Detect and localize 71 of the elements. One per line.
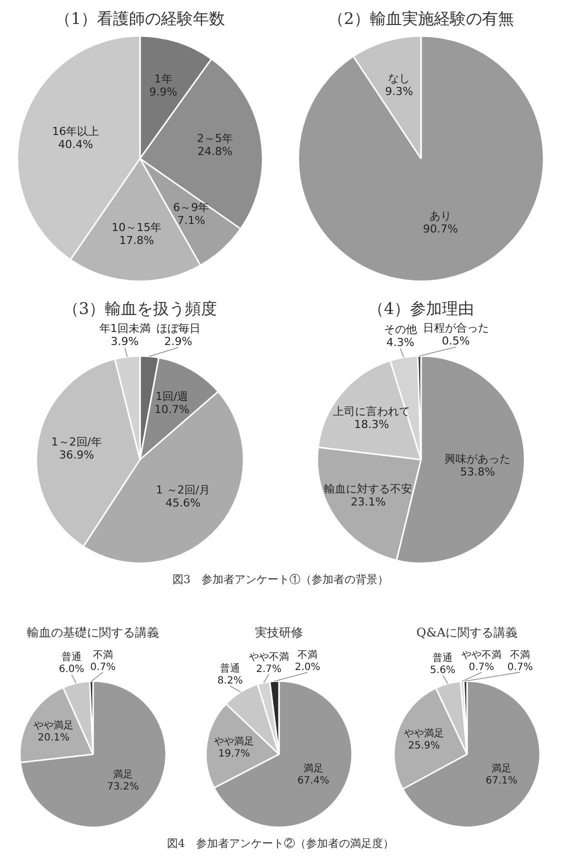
data-label: 36.9% bbox=[59, 448, 94, 462]
slice-label: 1 ～2回/月 bbox=[156, 483, 210, 496]
data-label: 10.7% bbox=[154, 403, 190, 416]
data-label: 0.7% bbox=[507, 662, 533, 673]
data-label: 19.7% bbox=[218, 748, 250, 760]
data-label: 0.7% bbox=[90, 662, 116, 673]
slice-label: 1回/週 bbox=[155, 390, 188, 404]
slice-label: 上司に言われて bbox=[333, 404, 410, 418]
slice-label: 普通 bbox=[220, 662, 240, 675]
data-label: 4.3% bbox=[386, 336, 414, 350]
chart-title: （3）輸血を扱う頻度 bbox=[62, 298, 218, 318]
data-label: 23.1% bbox=[350, 496, 386, 509]
data-label: 8.2% bbox=[217, 676, 243, 687]
data-label: 9.3% bbox=[385, 85, 414, 98]
data-label: 0.7% bbox=[468, 662, 494, 673]
data-label: 40.4% bbox=[58, 138, 94, 151]
data-label: 53.8% bbox=[460, 466, 496, 479]
slice-label: なし bbox=[388, 72, 410, 86]
chart-title: （4）参加理由 bbox=[368, 298, 474, 318]
slice-label: 16年以上 bbox=[52, 124, 100, 138]
slice-label: 不満 bbox=[92, 648, 113, 661]
data-label: 20.1% bbox=[38, 732, 70, 744]
slice-label: 満足 bbox=[303, 762, 324, 775]
caption: 図3 参加者アンケート①（参加者の背景） bbox=[172, 572, 390, 587]
chart-title: （2）輸血実施経験の有無 bbox=[328, 8, 514, 28]
slice-label: 興味があった bbox=[444, 452, 511, 466]
slice-label: やや不満 bbox=[248, 650, 289, 663]
slice-label: 輸血に対する不安 bbox=[324, 482, 412, 496]
data-label: 9.9% bbox=[149, 86, 178, 99]
data-label: 45.6% bbox=[166, 496, 200, 510]
data-label: 17.8% bbox=[119, 234, 154, 247]
data-label: 2.7% bbox=[256, 664, 282, 675]
slice-label: その他 bbox=[384, 323, 417, 336]
slice-label: 10～15年 bbox=[112, 220, 162, 234]
slice-label: やや満足 bbox=[34, 719, 74, 732]
slice-label: ほぼ毎日 bbox=[156, 322, 200, 335]
slice-label: 普通 bbox=[62, 651, 82, 664]
slice-label: 年1回未満 bbox=[99, 322, 150, 336]
data-label: 67.1% bbox=[486, 775, 518, 786]
chart-title: Q&Aに関する講義 bbox=[416, 625, 518, 640]
slice-label: 2～5年 bbox=[196, 132, 233, 146]
slice-label: あり bbox=[429, 210, 452, 223]
slice-label: 1年 bbox=[154, 72, 172, 86]
slice-label: 6～9年 bbox=[173, 201, 210, 214]
data-label: 0.5% bbox=[442, 334, 470, 348]
data-label: 67.4% bbox=[297, 776, 330, 787]
data-label: 73.2% bbox=[107, 782, 139, 793]
slice-label: 不満 bbox=[510, 648, 530, 661]
slice-label: やや満足 bbox=[404, 728, 444, 740]
data-label: 6.0% bbox=[58, 664, 84, 676]
slice-label: やや不満 bbox=[461, 648, 502, 661]
slice-label: 日程が合った bbox=[422, 321, 489, 334]
data-label: 90.7% bbox=[422, 222, 458, 236]
data-label: 5.6% bbox=[430, 664, 456, 676]
slice-label: やや満足 bbox=[214, 735, 254, 748]
slice-label: 不満 bbox=[298, 648, 318, 661]
data-label: 25.9% bbox=[408, 740, 440, 752]
data-label: 24.8% bbox=[197, 145, 232, 158]
data-label: 3.9% bbox=[110, 335, 139, 348]
chart-title: （1）看護師の経験年数 bbox=[54, 8, 226, 28]
data-label: 7.1% bbox=[177, 214, 206, 228]
slice-label: 普通 bbox=[432, 652, 453, 664]
chart-title: 実技研修 bbox=[255, 625, 303, 640]
slice-label: 満足 bbox=[112, 768, 133, 781]
data-label: 2.0% bbox=[294, 662, 320, 673]
data-label: 18.3% bbox=[354, 418, 390, 431]
slice-label: 1～2回/年 bbox=[51, 435, 102, 448]
slice-label: 満足 bbox=[492, 762, 512, 774]
caption: 図4 参加者アンケート②（参加者の満足度） bbox=[166, 836, 395, 851]
data-label: 2.9% bbox=[164, 334, 192, 348]
chart-title: 輸血の基礎に関する講義 bbox=[27, 625, 159, 640]
